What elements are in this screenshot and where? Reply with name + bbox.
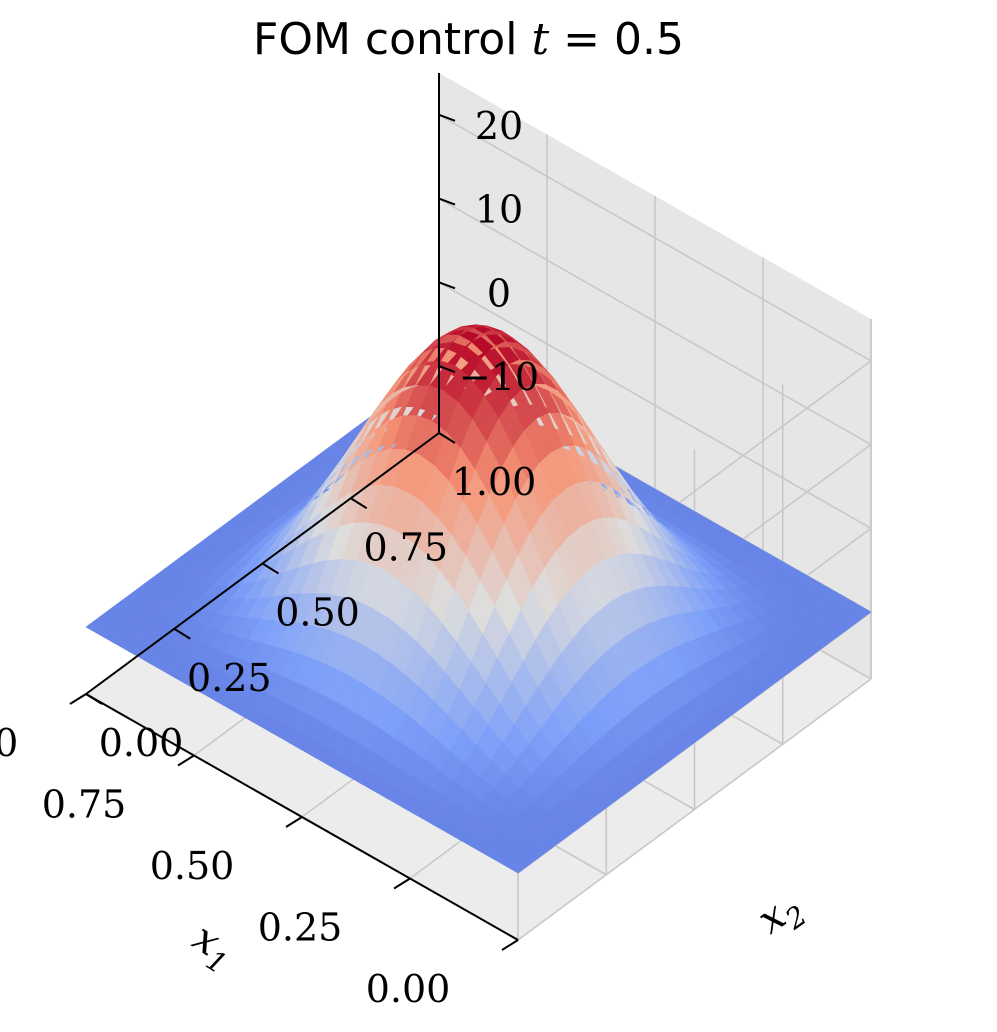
x2-tick-label: 1.00 — [452, 460, 537, 504]
grid-wall-z — [438, 197, 872, 446]
x1-axis-label: x1 — [181, 914, 243, 980]
title-variable: t — [531, 14, 550, 65]
x2-tick-label: 0.50 — [275, 591, 360, 635]
x2-tick-label: 0.75 — [363, 525, 448, 569]
x1-tick — [177, 754, 195, 767]
grid-wall-z — [438, 281, 872, 529]
z-tick — [438, 281, 456, 290]
x2-tick — [85, 693, 103, 705]
surface-patch — [85, 617, 113, 636]
title-suffix: = 0.5 — [563, 14, 684, 65]
x2-tick — [261, 562, 280, 575]
x1-tick-label: 0.50 — [150, 844, 235, 888]
z-tick — [438, 113, 456, 122]
x1-tick — [393, 877, 411, 890]
z-tick-label: 0 — [487, 271, 511, 315]
surface — [85, 324, 872, 874]
title-prefix: FOM control — [253, 14, 518, 65]
tick-marks — [69, 113, 519, 951]
x1-tick — [285, 816, 303, 828]
x1-tick-label: 0.75 — [42, 783, 127, 827]
z-tick-label: 10 — [475, 188, 523, 232]
z-tick — [438, 197, 456, 206]
x1-tick — [69, 693, 87, 705]
x2-tick — [438, 432, 456, 444]
x1-tick — [501, 939, 519, 951]
x1-tick-label: 0.00 — [366, 967, 451, 1011]
x1-tick-label: 1.00 — [0, 721, 18, 765]
x2-tick — [350, 497, 368, 510]
z-tick-label: 20 — [475, 104, 523, 148]
z-tick-label: −10 — [459, 355, 539, 399]
x1-axis-label-subscript: 1 — [200, 943, 233, 980]
grid-wall-z — [438, 114, 872, 362]
z-tick — [438, 365, 456, 373]
x2-tick-label: 0.00 — [99, 721, 184, 765]
x2-axis-label-subscript: 2 — [778, 899, 812, 937]
chart-title: FOM control t = 0.5 — [0, 14, 937, 65]
x2-axis-label: x2 — [749, 882, 812, 949]
x2-tick-label: 0.25 — [187, 656, 272, 700]
x1-tick-label: 0.25 — [258, 906, 343, 950]
x2-tick — [173, 627, 191, 640]
